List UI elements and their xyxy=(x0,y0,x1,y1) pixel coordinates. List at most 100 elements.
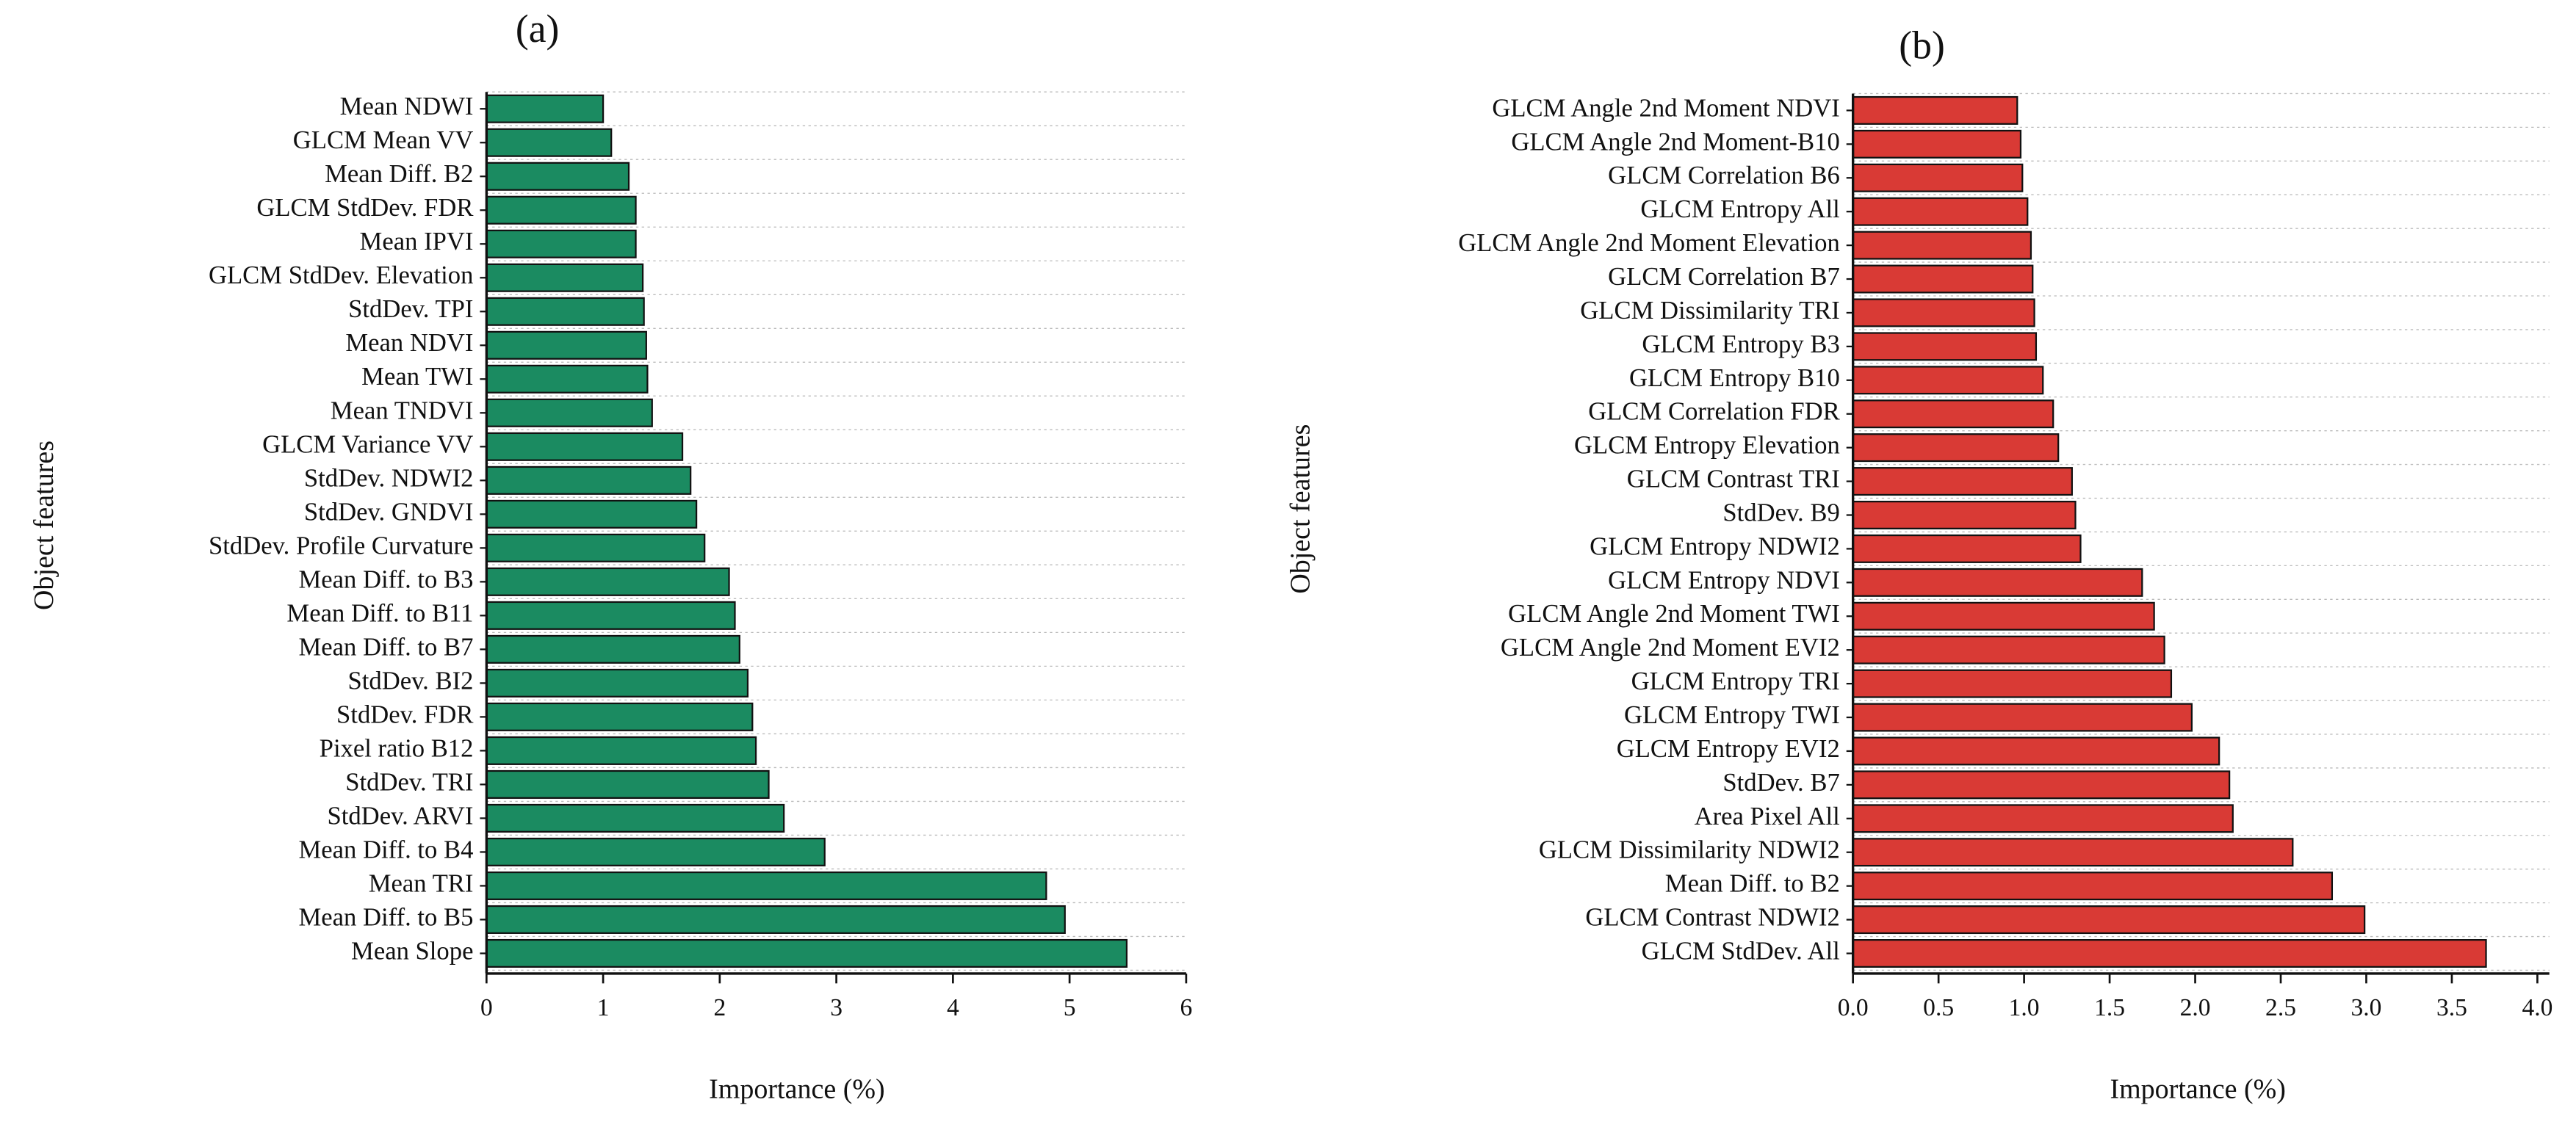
bar xyxy=(1852,501,2077,529)
y-tick-label: GLCM Mean VV xyxy=(293,126,474,154)
y-tick-label: Mean Diff. to B5 xyxy=(298,903,473,931)
bar xyxy=(486,567,730,596)
bar xyxy=(1852,736,2220,766)
x-tick-label: 2.5 xyxy=(2265,994,2296,1021)
y-tick-label: GLCM Entropy B3 xyxy=(1642,330,1839,358)
bar xyxy=(1852,872,2334,901)
bar xyxy=(1852,197,2029,226)
panel-title: (b) xyxy=(1899,23,1945,67)
y-tick-label: GLCM StdDev. FDR xyxy=(256,194,474,222)
x-tick-label: 5 xyxy=(1064,994,1076,1021)
bar xyxy=(1852,635,2165,664)
x-tick-label: 1.0 xyxy=(2009,994,2040,1021)
bar xyxy=(486,499,698,529)
bar xyxy=(486,837,826,866)
y-tick-label: GLCM Entropy Elevation xyxy=(1574,432,1840,460)
y-tick-label: GLCM Entropy NDWI2 xyxy=(1590,532,1840,560)
y-tick-label: StdDev. GNDVI xyxy=(304,498,474,526)
bar xyxy=(1852,399,2054,429)
y-tick-label: GLCM Contrast NDWI2 xyxy=(1585,904,1839,932)
y-tick-label: GLCM Entropy NDVI xyxy=(1608,566,1840,594)
bar xyxy=(1852,770,2231,800)
y-tick-label: Mean Diff. to B4 xyxy=(298,836,473,863)
y-tick-label: Mean Diff. to B2 xyxy=(1665,870,1840,898)
x-tick-label: 4.0 xyxy=(2522,994,2552,1021)
bar xyxy=(486,128,613,157)
y-tick-label: GLCM Correlation B7 xyxy=(1608,263,1840,291)
bar xyxy=(486,398,653,427)
y-tick-label: StdDev. TPI xyxy=(348,295,473,323)
y-tick-label: Mean Diff. to B3 xyxy=(298,565,473,593)
x-tick-label: 0.5 xyxy=(1923,994,1954,1021)
bar xyxy=(486,195,637,225)
bar xyxy=(1852,534,2082,563)
y-tick-label: GLCM Correlation B6 xyxy=(1608,162,1840,189)
y-tick-label: Mean TNDVI xyxy=(331,396,474,424)
y-tick-label: GLCM Angle 2nd Moment Elevation xyxy=(1458,229,1840,257)
bar xyxy=(1852,939,2487,968)
y-tick-label: GLCM Entropy TRI xyxy=(1631,667,1840,695)
bar xyxy=(486,702,754,731)
bar xyxy=(1852,95,2018,125)
x-tick-label: 6 xyxy=(1180,994,1192,1021)
y-tick-label: Mean NDWI xyxy=(340,93,474,120)
x-tick-label: 4 xyxy=(947,994,959,1021)
x-axis-label: Importance (%) xyxy=(709,1074,884,1105)
y-tick-label: GLCM Dissimilarity NDWI2 xyxy=(1539,836,1840,864)
bar xyxy=(1852,804,2234,833)
y-axis-label: Object features xyxy=(29,441,59,610)
y-tick-label: GLCM Variance VV xyxy=(262,430,473,458)
y-tick-label: Mean TRI xyxy=(369,869,474,897)
x-tick-label: 1.5 xyxy=(2094,994,2125,1021)
y-tick-label: GLCM Angle 2nd Moment NDVI xyxy=(1492,94,1839,122)
bar xyxy=(486,94,605,123)
bar xyxy=(1852,163,2024,192)
y-tick-label: Mean Diff. to B7 xyxy=(298,633,473,661)
bar xyxy=(486,803,785,833)
bar xyxy=(1852,366,2044,395)
y-tick-label: StdDev. B7 xyxy=(1722,769,1839,797)
bar xyxy=(486,263,644,292)
y-tick-label: Mean NDVI xyxy=(345,329,473,357)
y-tick-label: GLCM Angle 2nd Moment TWI xyxy=(1508,600,1840,628)
y-tick-label: GLCM Angle 2nd Moment-B10 xyxy=(1511,128,1839,156)
y-tick-label: StdDev. ARVI xyxy=(327,802,473,830)
y-tick-label: StdDev. BI2 xyxy=(348,667,474,695)
bar xyxy=(1852,433,2060,463)
x-axis-label: Importance (%) xyxy=(2110,1074,2286,1105)
x-tick-label: 0.0 xyxy=(1838,994,1869,1021)
bar xyxy=(486,938,1128,968)
bar xyxy=(486,364,649,394)
y-tick-label: StdDev. B9 xyxy=(1722,499,1839,526)
bar xyxy=(1852,467,2073,496)
y-tick-label: GLCM Entropy B10 xyxy=(1629,364,1840,392)
y-tick-label: GLCM Contrast TRI xyxy=(1627,466,1840,493)
bar xyxy=(486,601,736,630)
bar xyxy=(1852,231,2032,260)
bar xyxy=(486,533,706,562)
y-tick-label: GLCM Entropy EVI2 xyxy=(1617,735,1840,763)
y-tick-label: GLCM Angle 2nd Moment EVI2 xyxy=(1501,634,1840,662)
x-tick-label: 0 xyxy=(480,994,493,1021)
y-tick-label: GLCM Entropy All xyxy=(1640,195,1839,223)
x-tick-label: 3 xyxy=(830,994,843,1021)
bar xyxy=(486,634,740,664)
bar xyxy=(1852,298,2035,327)
y-tick-label: StdDev. TRI xyxy=(345,768,473,796)
y-tick-label: Mean TWI xyxy=(361,363,473,391)
bar xyxy=(486,229,637,258)
bar xyxy=(1852,838,2294,867)
bar xyxy=(1852,905,2366,935)
bar xyxy=(486,871,1047,900)
x-tick-label: 2 xyxy=(713,994,726,1021)
bar xyxy=(1852,332,2038,361)
y-tick-label: GLCM Dissimilarity TRI xyxy=(1580,297,1839,325)
y-tick-label: Pixel ratio B12 xyxy=(320,734,474,762)
bar xyxy=(486,432,684,461)
bar xyxy=(1852,568,2143,597)
y-axis-label: Object features xyxy=(1285,424,1316,594)
y-tick-label: Area Pixel All xyxy=(1695,803,1840,830)
bar xyxy=(1852,669,2173,698)
